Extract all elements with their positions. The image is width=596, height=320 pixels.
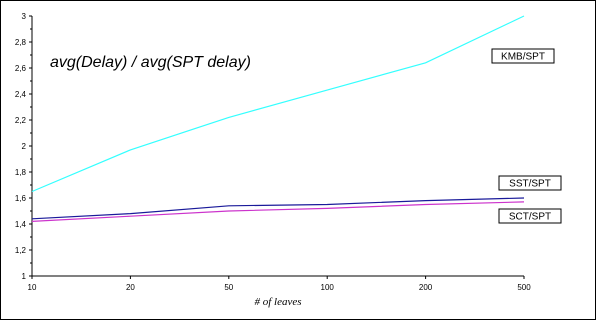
series-line-sst-spt [31, 197, 525, 220]
x-tick-label: 500 [517, 283, 531, 292]
series-line-kmb-spt [31, 15, 525, 193]
y-tick-label: 1,4 [15, 220, 27, 229]
x-tick-label: 200 [419, 283, 433, 292]
legend-label: SST/SPT [509, 179, 551, 190]
y-tick-label: 1,6 [15, 194, 27, 203]
legend-item-kmb-spt: KMB/SPT [491, 48, 555, 64]
series-line-sct-spt [31, 201, 525, 222]
legend-box [491, 48, 555, 64]
y-tick-label: 2,6 [15, 64, 27, 73]
legend-label: KMB/SPT [501, 52, 545, 63]
legend-item-sst-spt: SST/SPT [498, 175, 562, 191]
y-tick-label: 2,4 [15, 90, 27, 99]
y-tick-label: 2 [22, 142, 27, 151]
legend-label: SCT/SPT [509, 212, 551, 223]
legend-box [498, 208, 562, 224]
x-tick-label: 10 [28, 283, 37, 292]
y-tick-label: 1,8 [15, 168, 27, 177]
y-tick-label: 1 [22, 272, 27, 281]
y-tick-label: 1,2 [15, 246, 27, 255]
chart-title: avg(Delay) / avg(SPT delay) [50, 54, 251, 71]
y-tick-label: 3 [22, 12, 27, 21]
legend-item-sct-spt: SCT/SPT [498, 208, 562, 224]
x-tick-label: 50 [224, 283, 233, 292]
x-axis-label: # of leaves [254, 296, 301, 308]
legend-box [498, 175, 562, 191]
x-tick-label: 100 [321, 283, 335, 292]
y-tick-label: 2,8 [15, 38, 27, 47]
y-tick-label: 2,2 [15, 116, 27, 125]
x-tick-label: 20 [126, 283, 135, 292]
